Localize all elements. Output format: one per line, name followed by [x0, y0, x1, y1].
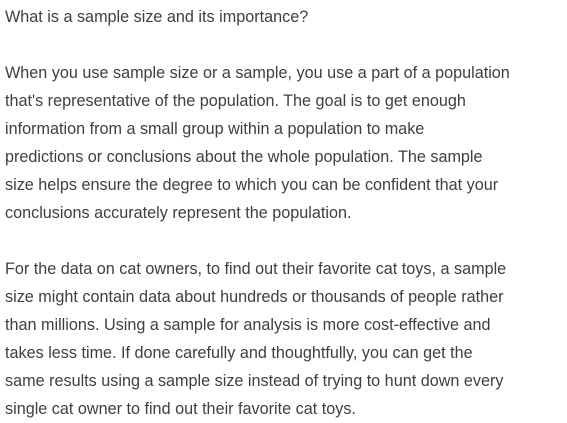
paragraph-line: takes less time. If done carefully and t…: [5, 344, 473, 362]
paragraph-line: conclusions accurately represent the pop…: [5, 204, 352, 222]
paragraph-cat-owners-example: For the data on cat owners, to find out …: [5, 255, 567, 423]
paragraph-line: When you use sample size or a sample, yo…: [5, 64, 510, 82]
paragraph-line: same results using a sample size instead…: [5, 372, 504, 390]
paragraph-line: than millions. Using a sample for analys…: [5, 316, 491, 334]
paragraph-line: that's representative of the population.…: [5, 92, 466, 110]
paragraph-line: size might contain data about hundreds o…: [5, 288, 504, 306]
question-heading: What is a sample size and its importance…: [5, 8, 309, 26]
paragraph-line: single cat owner to find out their favor…: [5, 400, 356, 418]
paragraph-line: size helps ensure the degree to which yo…: [5, 176, 499, 194]
paragraph-sample-size-definition: When you use sample size or a sample, yo…: [5, 59, 567, 227]
paragraph-line: predictions or conclusions about the who…: [5, 148, 483, 166]
paragraph-line: For the data on cat owners, to find out …: [5, 260, 507, 278]
paragraph-line: information from a small group within a …: [5, 120, 425, 138]
